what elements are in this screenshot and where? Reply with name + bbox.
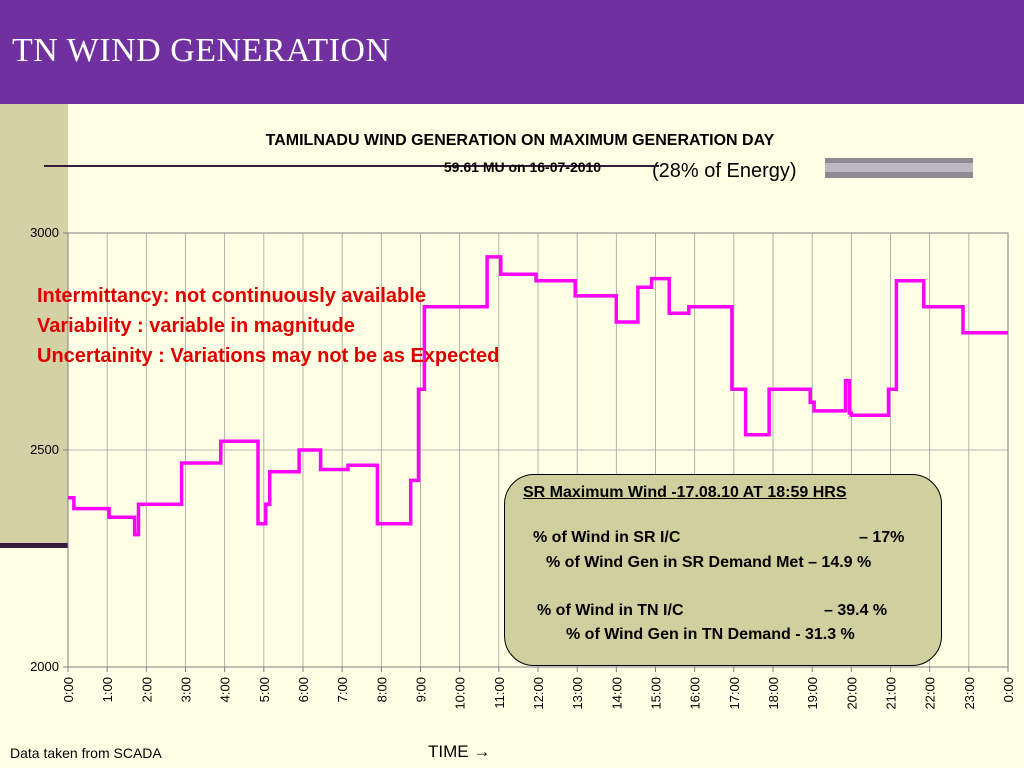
- sr-ic-value: – 17%: [859, 529, 905, 546]
- x-tick-label: 22:00: [923, 677, 938, 710]
- tn-demand-line: % of Wind Gen in TN Demand - 31.3 %: [566, 626, 855, 643]
- sr-max-wind-box: SR Maximum Wind -17.08.10 AT 18:59 HRS %…: [504, 474, 942, 666]
- note-intermittancy: Intermittancy: not continuously availabl…: [37, 285, 426, 307]
- x-tick-label: 11:00: [492, 677, 507, 709]
- x-tick-label: 15:00: [649, 677, 664, 710]
- x-tick-label: 0:00: [61, 677, 76, 702]
- x-tick-label: 17:00: [727, 677, 742, 710]
- x-tick-label: 1:00: [100, 677, 115, 702]
- sr-ic-label: % of Wind in SR I/C: [533, 529, 681, 546]
- y-tick-label: 3000: [30, 225, 59, 240]
- note-variability: Variability : variable in magnitude: [37, 315, 355, 337]
- title-divider-line: [44, 165, 659, 167]
- x-tick-label: 8:00: [374, 677, 389, 702]
- x-tick-label: 6:00: [296, 677, 311, 702]
- page-title: TN WIND GENERATION: [12, 32, 391, 69]
- chart-subtitle: 59.61 MU on 16-07-2010: [443, 159, 602, 175]
- header-bar: TN WIND GENERATION: [0, 0, 1024, 104]
- x-tick-label: 19:00: [805, 677, 820, 710]
- x-tick-label: 10:00: [453, 677, 468, 710]
- info-heading: SR Maximum Wind -17.08.10 AT 18:59 HRS: [523, 484, 847, 501]
- x-tick-label: 2:00: [139, 677, 154, 702]
- tn-ic-label: % of Wind in TN I/C: [537, 602, 684, 619]
- source-note: Data taken from SCADA: [10, 745, 162, 761]
- note-uncertainity: Uncertainity : Variations may not be as …: [37, 345, 500, 367]
- left-decor-strip: [0, 104, 68, 546]
- x-tick-label: 12:00: [531, 677, 546, 710]
- x-tick-label: 16:00: [688, 677, 703, 710]
- energy-share-note: (28% of Energy): [652, 160, 797, 182]
- wind-generation-line: [68, 255, 1008, 537]
- x-tick-label: 9:00: [414, 677, 429, 702]
- x-axis-label: TIME →: [428, 742, 491, 761]
- x-tick-label: 21:00: [884, 677, 899, 710]
- x-tick-label: 5:00: [257, 677, 272, 702]
- chart-title: TAMILNADU WIND GENERATION ON MAXIMUM GEN…: [265, 132, 775, 149]
- x-tick-label: 18:00: [766, 677, 781, 710]
- y-tick-label: 2500: [30, 442, 59, 457]
- sr-demand-line: % of Wind Gen in SR Demand Met – 14.9 %: [546, 554, 872, 571]
- x-tick-label: 14:00: [609, 677, 624, 710]
- tn-ic-value: – 39.4 %: [824, 602, 888, 619]
- left-decor-line: [0, 543, 68, 548]
- x-tick-label: 13:00: [570, 677, 585, 710]
- x-tick-label: 0:00: [1001, 677, 1016, 702]
- x-tick-label: 4:00: [218, 677, 233, 702]
- y-tick-label: 2000: [30, 659, 59, 674]
- x-tick-label: 20:00: [844, 677, 859, 710]
- decor-gray-bar: [825, 158, 973, 178]
- x-tick-label: 7:00: [335, 677, 350, 702]
- x-tick-label: 23:00: [962, 677, 977, 710]
- x-tick-label: 3:00: [179, 677, 194, 702]
